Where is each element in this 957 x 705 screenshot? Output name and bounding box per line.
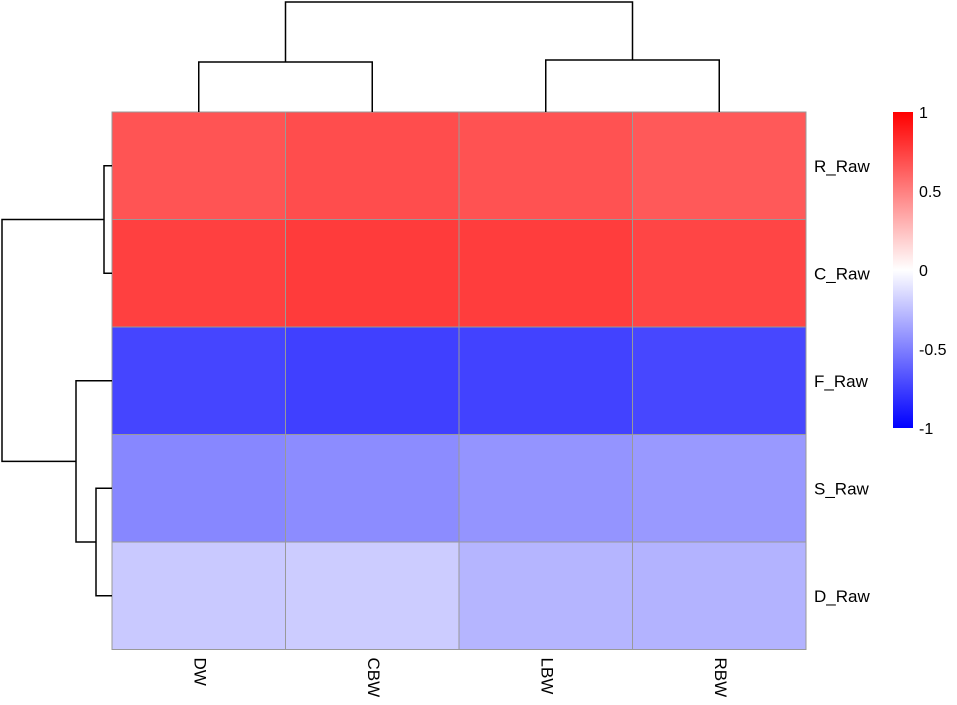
column-label-RBW: RBW xyxy=(711,658,730,698)
column-dendrogram-branch-3 xyxy=(284,1,634,62)
heatmap-cell-D_Raw-RBW xyxy=(632,541,807,650)
heatmap-cell-D_Raw-CBW xyxy=(285,541,460,650)
row-label-S_Raw: S_Raw xyxy=(814,479,870,498)
row-dendrogram-branch-3 xyxy=(75,380,112,543)
column-label-CBW: CBW xyxy=(364,658,383,698)
column-label-LBW: LBW xyxy=(537,658,556,695)
row-dendrogram-branch-2 xyxy=(95,487,112,597)
heatmap-cell-C_Raw-LBW xyxy=(458,219,633,328)
legend-tick-label: -1 xyxy=(919,421,933,438)
legend-tick-label: 0.5 xyxy=(919,184,941,201)
column-dendrogram-branch-2 xyxy=(545,59,720,112)
heatmap-cell-S_Raw-LBW xyxy=(458,434,633,543)
legend-tick-label: -0.5 xyxy=(919,342,947,359)
column-labels: DW CBW LBW RBW xyxy=(190,658,730,698)
heatmap-cell-S_Raw-CBW xyxy=(285,434,460,543)
row-dendrogram-branch-4 xyxy=(1,218,104,463)
heatmap-cells xyxy=(111,111,807,650)
row-label-D_Raw: D_Raw xyxy=(814,587,870,606)
legend-tick-label: 1 xyxy=(919,105,928,122)
heatmap-cell-F_Raw-RBW xyxy=(632,326,807,435)
heatmap-cell-R_Raw-RBW xyxy=(632,111,807,220)
heatmap-cell-R_Raw-CBW xyxy=(285,111,460,220)
heatmap-cell-D_Raw-DW xyxy=(111,541,286,650)
heatmap-cell-F_Raw-LBW xyxy=(458,326,633,435)
row-dendrogram xyxy=(1,165,112,597)
row-label-F_Raw: F_Raw xyxy=(814,372,869,391)
column-label-DW: DW xyxy=(190,658,209,686)
column-dendrogram xyxy=(198,1,720,112)
column-dendrogram-branch-1 xyxy=(198,61,373,112)
heatmap-cell-S_Raw-DW xyxy=(111,434,286,543)
heatmap-cell-S_Raw-RBW xyxy=(632,434,807,543)
row-label-C_Raw: C_Raw xyxy=(814,264,870,283)
heatmap-cell-D_Raw-LBW xyxy=(458,541,633,650)
legend-tick-label: 0 xyxy=(919,263,928,280)
heatmap-cell-F_Raw-CBW xyxy=(285,326,460,435)
row-label-R_Raw: R_Raw xyxy=(814,157,870,176)
heatmap-cell-C_Raw-DW xyxy=(111,219,286,328)
heatmap-cell-F_Raw-DW xyxy=(111,326,286,435)
heatmap-cell-C_Raw-CBW xyxy=(285,219,460,328)
heatmap-cell-R_Raw-LBW xyxy=(458,111,633,220)
color-legend: 1 0.5 0 -0.5 -1 xyxy=(893,105,947,438)
legend-color-bar xyxy=(893,112,913,428)
row-dendrogram-branch-1 xyxy=(103,165,112,274)
heatmap-cell-C_Raw-RBW xyxy=(632,219,807,328)
heatmap-cell-R_Raw-DW xyxy=(111,111,286,220)
row-labels: R_Raw C_Raw F_Raw S_Raw D_Raw xyxy=(814,157,870,606)
